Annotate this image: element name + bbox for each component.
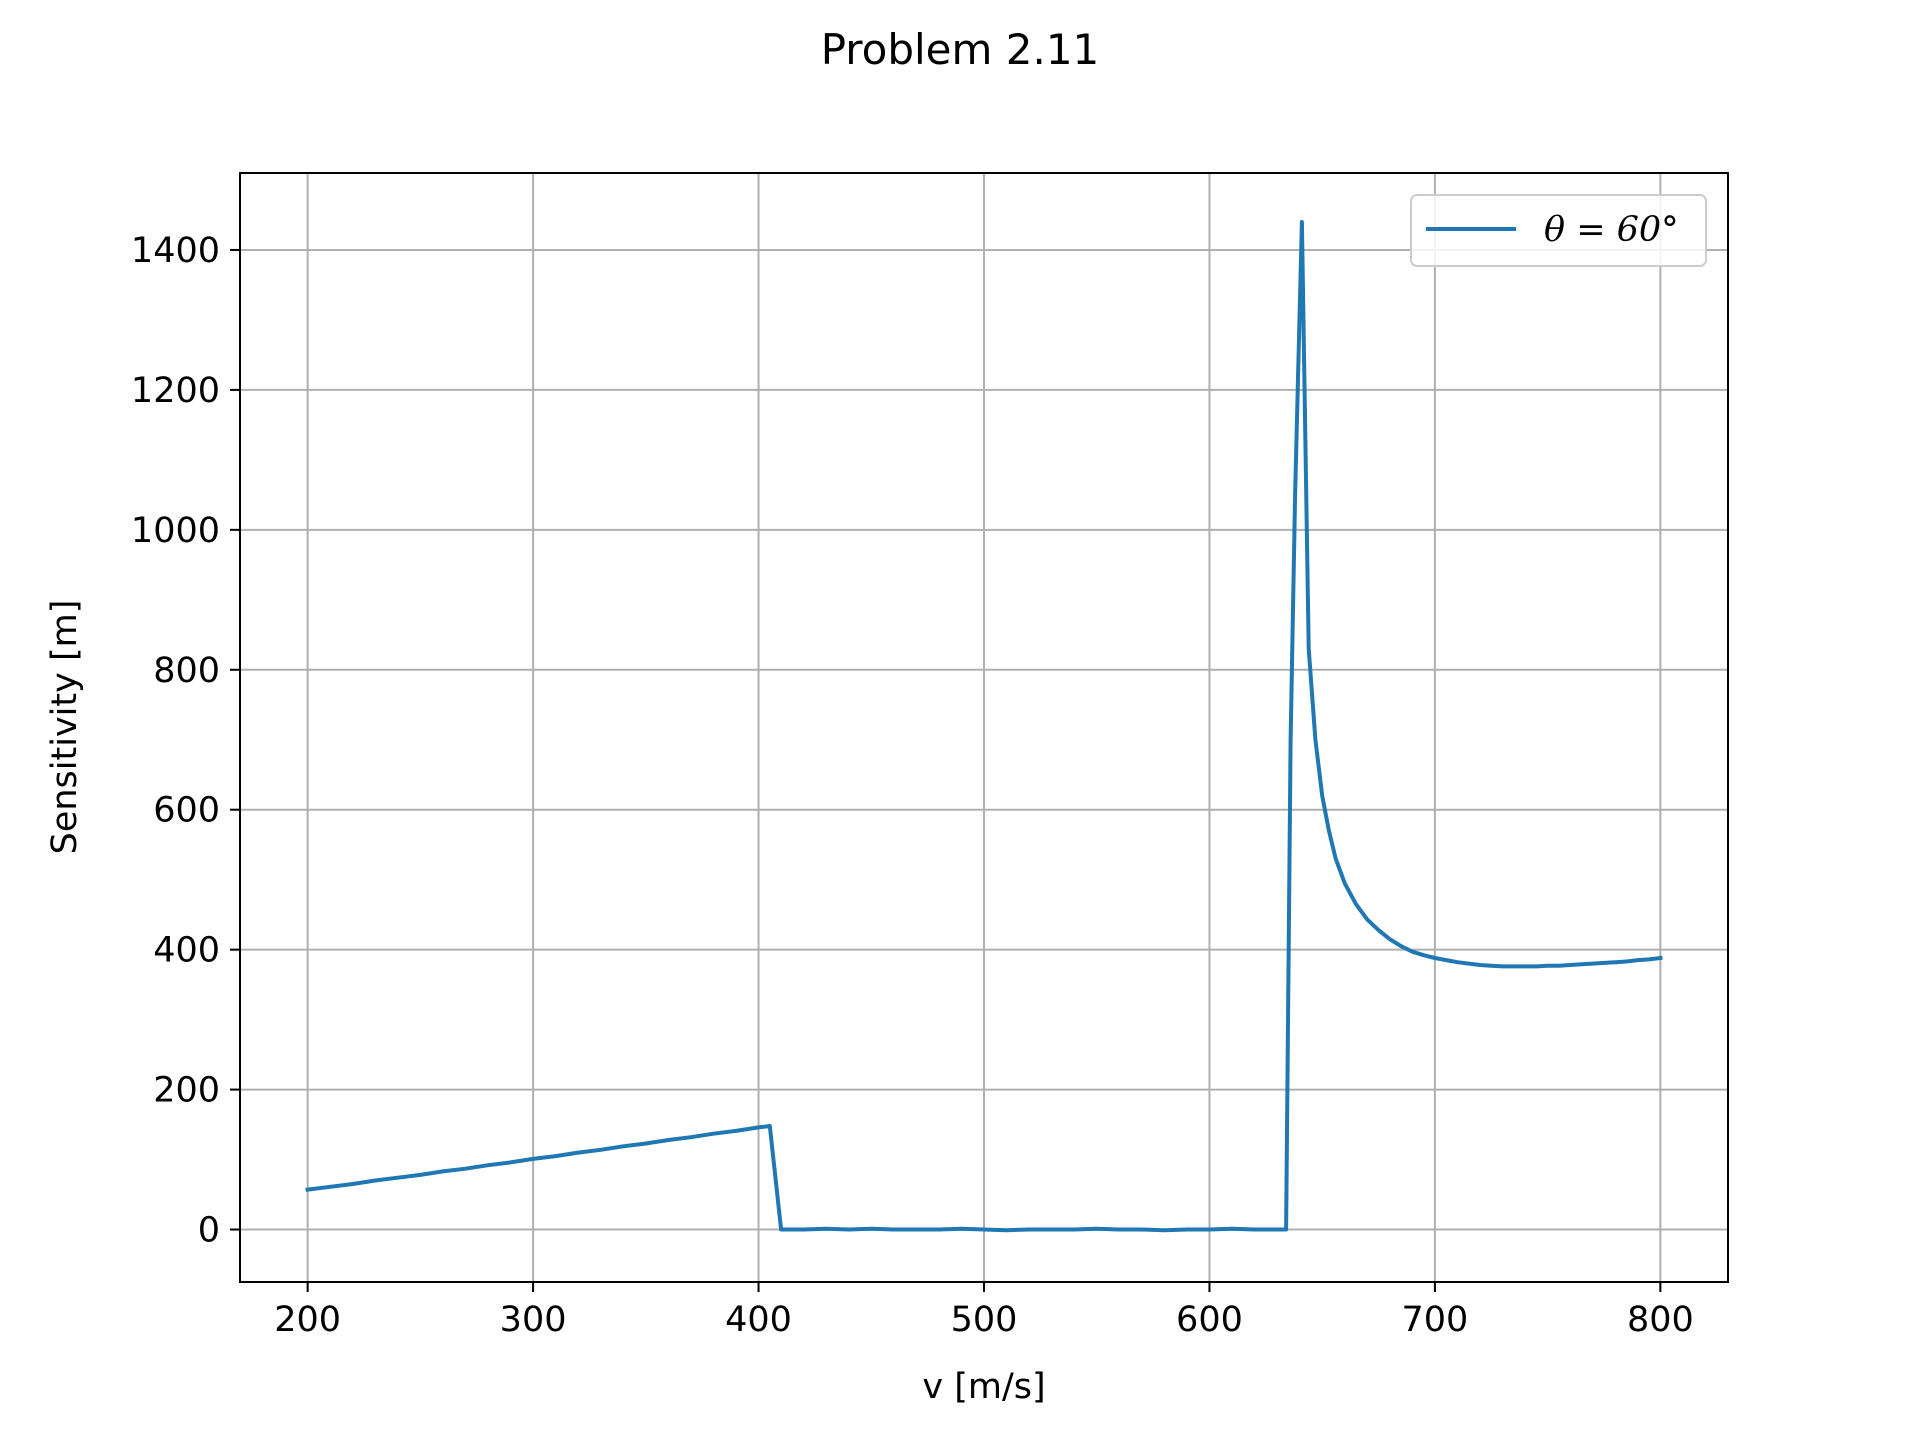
y-tick-label: 1200	[131, 371, 220, 411]
y-tick-label: 0	[198, 1211, 220, 1251]
legend-label: θ = 60°	[1544, 210, 1679, 250]
chart-title: Problem 2.11	[821, 25, 1100, 74]
y-tick-label: 200	[153, 1071, 220, 1111]
grid	[240, 173, 1728, 1282]
y-tick-label: 800	[153, 651, 220, 691]
ticks: 200 300 400 500 600 700 800 0 200 400 600 800 1000 12…	[131, 231, 1694, 1340]
x-tick-label: 300	[500, 1300, 567, 1340]
x-tick-label: 600	[1176, 1300, 1243, 1340]
y-axis-label: Sensitivity [m]	[45, 600, 85, 855]
y-tick-label: 600	[153, 791, 220, 831]
x-tick-label: 700	[1402, 1300, 1469, 1340]
legend: θ = 60°	[1410, 194, 1707, 267]
series-layer	[305, 220, 1663, 1233]
y-tick-label: 1000	[131, 511, 220, 551]
y-tick-label: 1400	[131, 231, 220, 271]
x-axis-label: v [m/s]	[922, 1367, 1045, 1407]
series-line	[305, 220, 1663, 1233]
x-tick-label: 800	[1627, 1300, 1694, 1340]
x-tick-label: 200	[274, 1300, 341, 1340]
legend-box	[1410, 194, 1707, 267]
x-tick-label: 500	[951, 1300, 1018, 1340]
y-tick-label: 400	[153, 931, 220, 971]
x-tick-label: 400	[725, 1300, 792, 1340]
